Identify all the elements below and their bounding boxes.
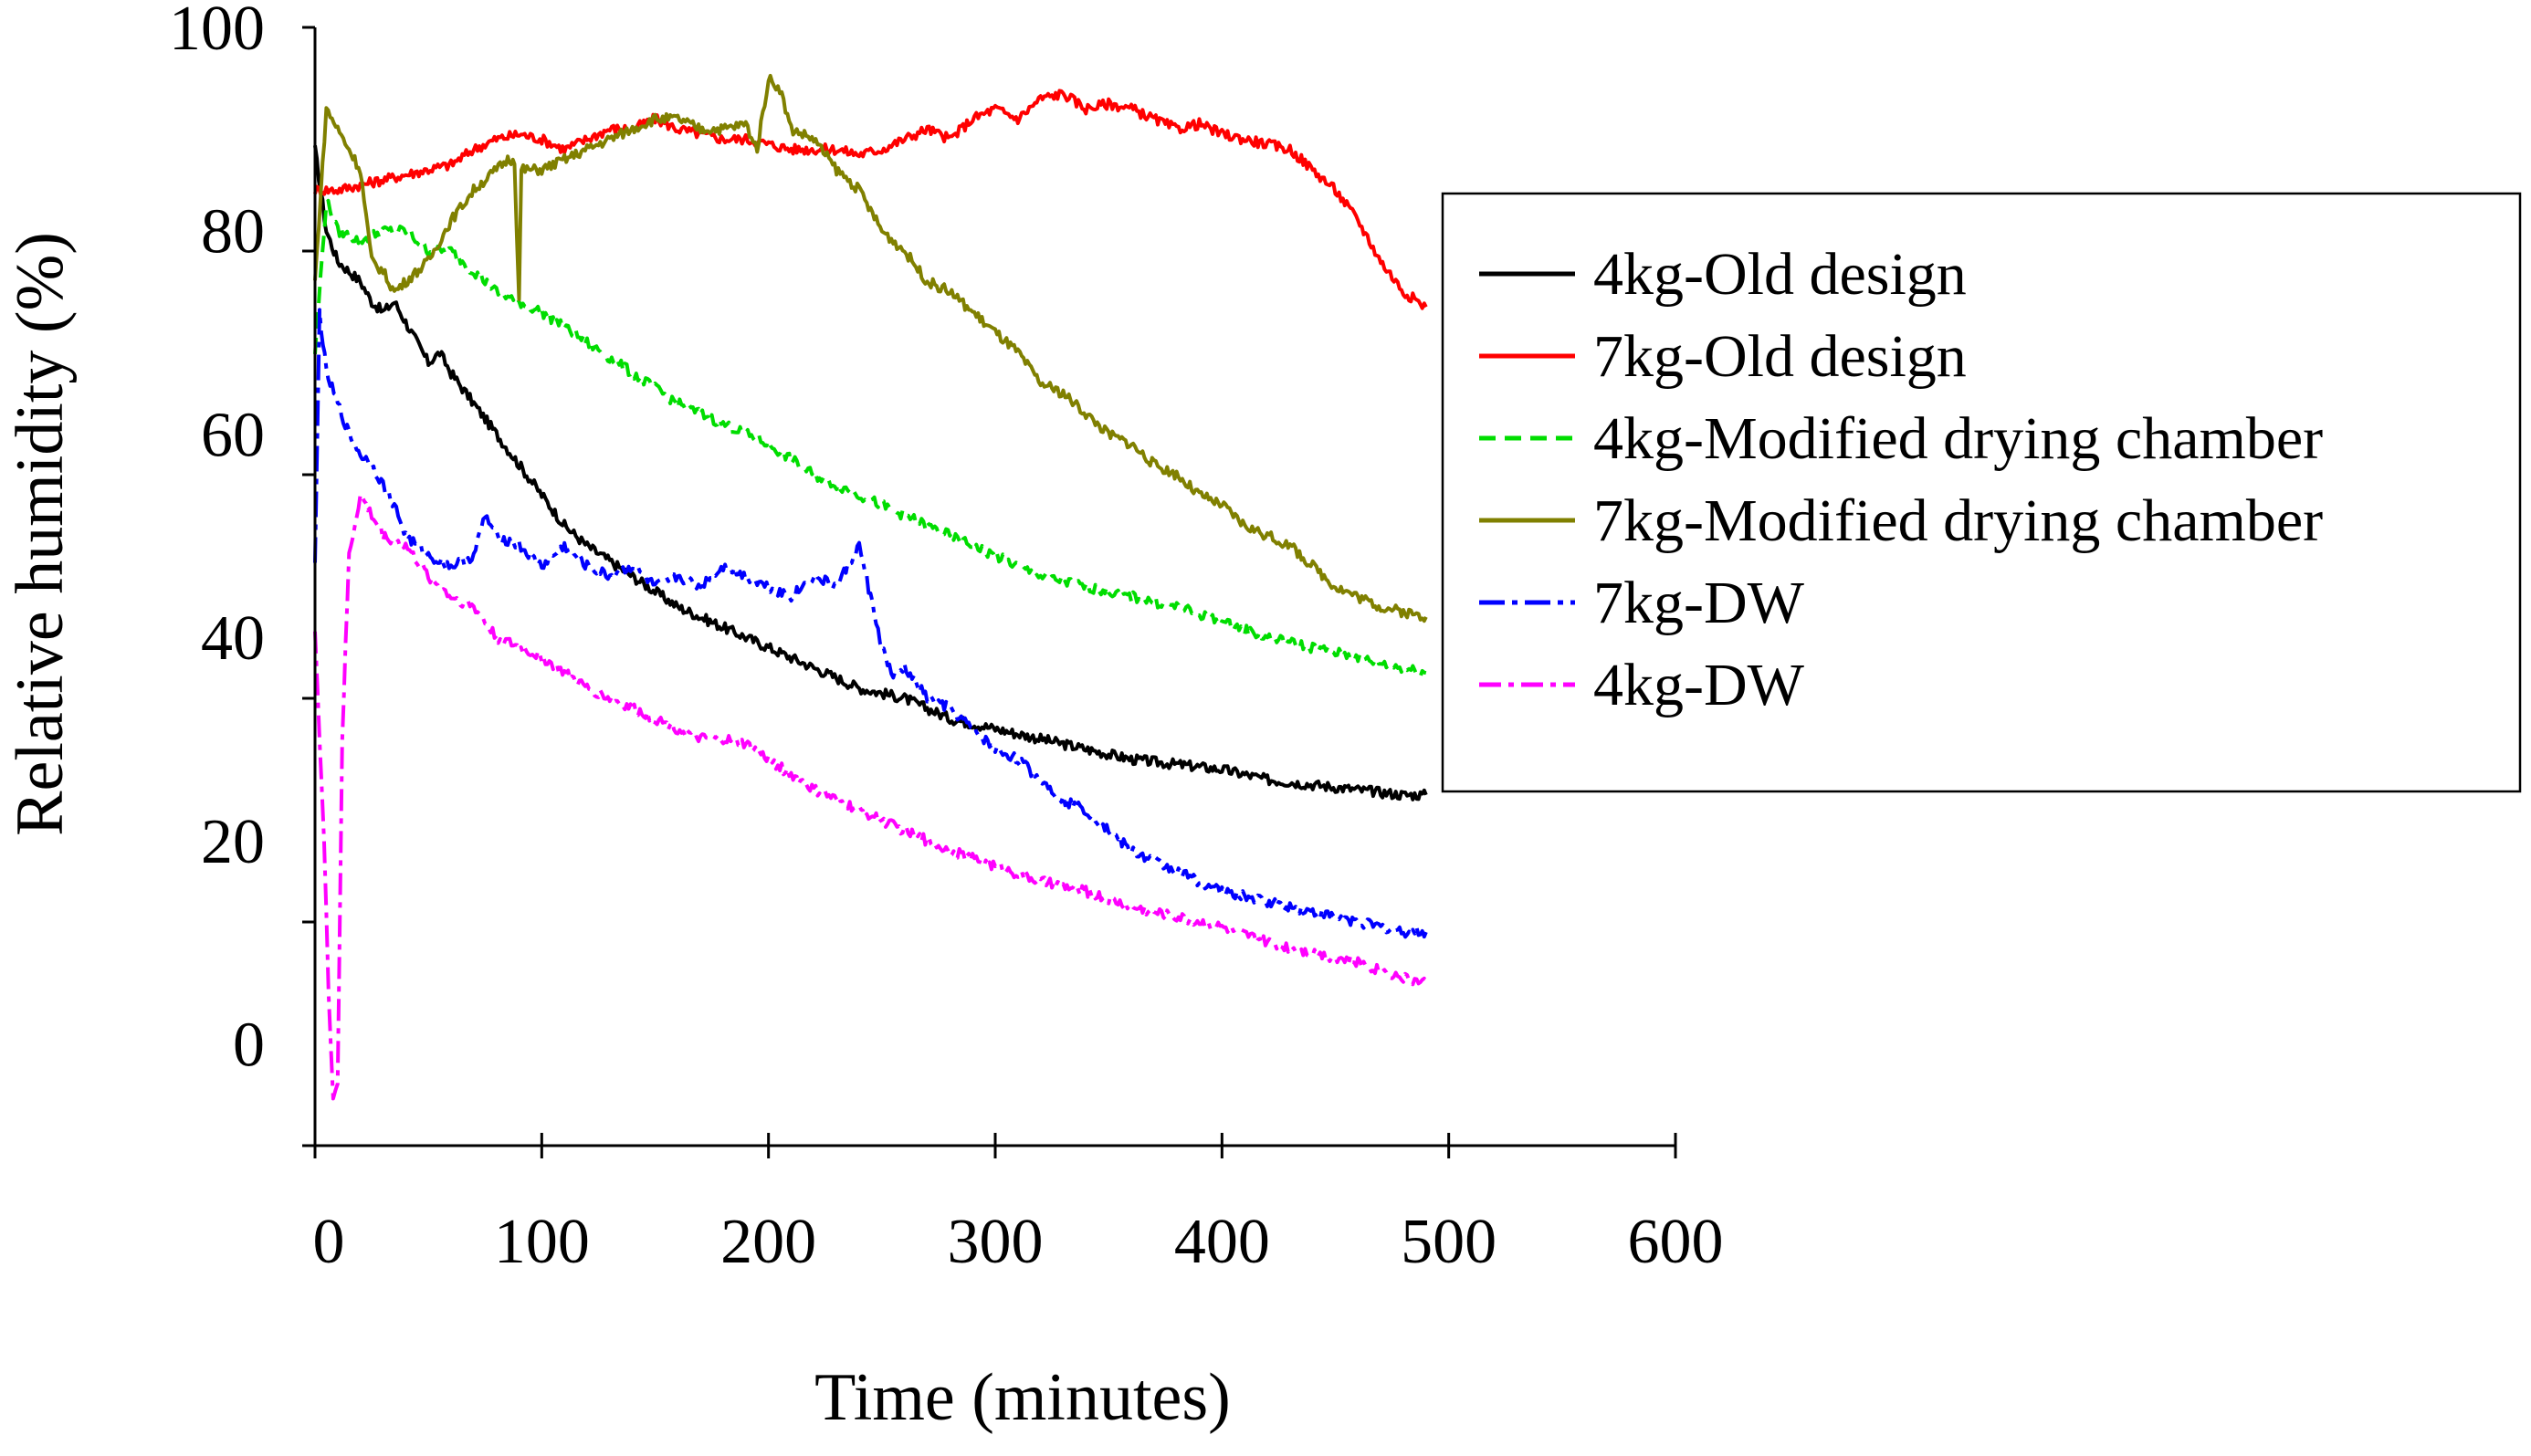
legend-label: 4kg-Modified drying chamber: [1593, 405, 2323, 472]
x-tick-label: 200: [720, 1207, 816, 1277]
x-tick-label: 400: [1174, 1207, 1270, 1277]
y-tick-label: 20: [201, 807, 265, 877]
y-tick-label: 60: [201, 400, 265, 470]
axes: 0 20 40 60 80 100 0 100 200 300 400 500 600: [169, 0, 1724, 1277]
legend: 4kg-Old design 7kg-Old design 4kg-Modified…: [1441, 192, 2522, 793]
y-tick-label: 40: [201, 603, 265, 674]
legend-label: 4kg-Old design: [1593, 241, 1967, 308]
x-tick-label: 500: [1401, 1207, 1497, 1277]
legend-label: 7kg-Old design: [1593, 323, 1967, 390]
x-tick-label: 0: [313, 1207, 345, 1277]
series-line-4kg-modified-drying-chamber: [313, 198, 1427, 679]
x-axis-title: Time (minutes): [814, 1360, 1231, 1435]
y-tick-label: 100: [169, 0, 265, 64]
series-line-4kg-old-design: [313, 145, 1428, 801]
legend-label: 7kg-DW: [1593, 570, 1805, 636]
y-tick-label: 80: [201, 197, 265, 267]
x-ticks: 0 100 200 300 400 500 600: [313, 1133, 1724, 1277]
series-line-7kg-modified-drying-chamber: [313, 73, 1428, 623]
series-line-7kg-dw: [313, 308, 1428, 939]
plot-area: [313, 73, 1428, 1101]
x-tick-label: 100: [494, 1207, 590, 1277]
series-line-7kg-old-design: [313, 89, 1428, 310]
legend-items: 4kg-Old design 7kg-Old design 4kg-Modified…: [1479, 241, 2323, 718]
y-ticks: 0 20 40 60 80 100: [169, 0, 315, 1147]
legend-box: [1441, 192, 2522, 793]
x-tick-label: 300: [948, 1207, 1044, 1277]
series-line-4kg-dw: [313, 492, 1428, 1101]
legend-label: 4kg-DW: [1593, 652, 1805, 718]
y-axis-title: Relative humidity (%): [3, 232, 78, 836]
y-tick-label: 0: [233, 1011, 265, 1081]
x-tick-label: 600: [1628, 1207, 1724, 1277]
legend-label: 7kg-Modified drying chamber: [1593, 487, 2323, 554]
